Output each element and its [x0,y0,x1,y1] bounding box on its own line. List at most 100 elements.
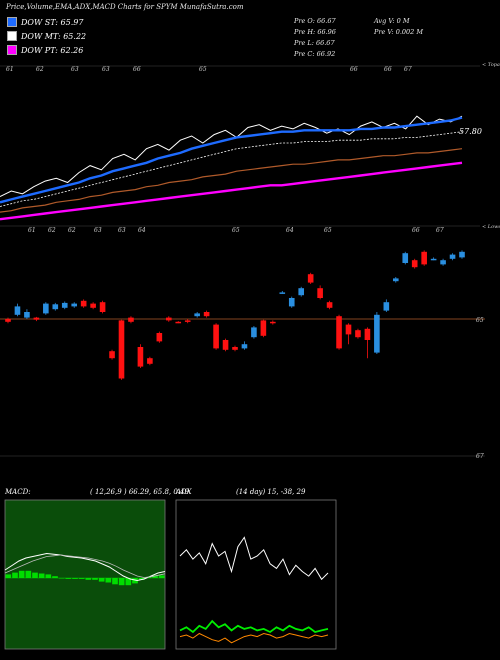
adx-series-minus-di [179,632,329,644]
ema-bottom-tick: 67 [436,227,444,234]
candle-body [430,258,437,261]
macd-histogram-bar [45,574,52,578]
candle-body [279,292,286,294]
candle-body [33,317,40,320]
macd-histogram-bar [12,572,18,578]
candle-body [118,320,125,379]
candle-body [14,306,21,315]
candle-body [128,317,134,322]
macd-histogram-bar [105,578,112,583]
candle-body [194,313,200,317]
macd-histogram-bar [5,574,12,578]
candle-body [222,340,229,350]
candle-bottom-right-label: 67 [476,453,484,460]
ema-bottom-tick: 64 [138,227,146,234]
candle-body [355,330,361,338]
ema-top-tick: 66 [350,66,358,73]
ema-top-tick: 67 [404,66,412,73]
candle-body [52,304,59,310]
adx-series-adx [179,536,329,581]
adx-values-text: (14 day) 15, -38, 29 [236,488,306,496]
legend-label-pt: DOW PT: 62.26 [21,45,84,55]
ema-series-ema-long [0,161,463,221]
macd-histogram-bar [85,578,92,580]
candle-body [5,319,11,322]
candle-body [175,321,182,324]
candle-body [165,317,172,321]
candle-body [449,254,456,259]
candle-body [383,302,390,311]
macd-histogram-bar [58,578,65,579]
candle-body [402,253,409,263]
ema-top-tick: 66 [384,66,392,73]
stat-prev-high: Pre H: 66.96 [294,28,336,36]
ema-series-ema-mid [0,131,463,207]
legend-label-mt: DOW MT: 65.22 [21,31,87,41]
macd-histogram-bar [118,578,125,586]
candle-body [336,316,342,349]
macd-histogram-bar [65,578,72,579]
ema-top-tick: 62 [36,66,44,73]
candle-body [298,288,305,296]
ema-bottom-tick: 63 [94,227,102,234]
macd-label: MACD: [4,488,31,496]
candle-body [440,260,446,265]
candle-body [80,300,87,307]
candle-body [71,303,78,307]
macd-histogram-bar [32,572,38,578]
ema-series-ema-brown [0,148,463,213]
legend-label-st: DOW ST: 65.97 [21,17,84,27]
candle-body [421,251,427,265]
ema-top-tick: 63 [71,66,79,73]
ema-bottom-tick: 65 [324,227,332,234]
ema-top-tick: 63 [102,66,110,73]
stat-prev-close: Pre C: 66.92 [294,50,336,58]
candle-body [137,347,144,367]
chart-title: Price,Volume,EMA,ADX,MACD Charts for SPY… [6,3,244,11]
macd-histogram-bar [38,573,45,578]
candle-body [374,314,380,353]
candle-body [156,333,163,342]
macd-histogram-bar [78,578,85,579]
macd-histogram-bar [138,578,145,580]
candle-right-label: 65 [476,317,484,324]
candle-body [251,327,257,338]
candle-body [392,278,399,282]
macd-histogram-bar [158,575,165,578]
ema-bottom-tick: 62 [68,227,76,234]
stat-avg-volume: Avg V: 0 M [374,17,410,25]
legend-swatch-pt [7,45,17,55]
ema-top-tick: 66 [133,66,141,73]
stat-prev-volume: Pre V: 0.002 M [374,28,424,36]
candle-body [232,347,238,350]
adx-panel-bg [175,499,337,650]
ema-bottom-tick: 61 [28,227,36,234]
ema-bottom-tick: 64 [286,227,294,234]
macd-histogram-bar [52,576,58,578]
macd-series-signal [4,554,166,578]
candle-body [203,312,210,317]
candle-body [24,312,30,318]
candle-body [270,321,276,324]
macd-histogram-bar [25,570,32,578]
candle-body [345,324,352,335]
candle-body [288,298,295,307]
candle-body [147,358,153,364]
legend-dow-mt: DOW MT: 65.22 [7,31,86,41]
candle-body [61,302,68,308]
candle-body [326,302,333,308]
adx-series-plus-di [179,619,329,634]
ema-bottom-axis-label: < Lowes [482,224,500,230]
macd-values-text: ( 12,26,9 ) 66.29, 65.8, 0.49 [90,488,190,496]
candle-body [307,274,314,283]
macd-histogram-bar [18,570,25,578]
macd-histogram-bar [72,578,78,579]
candle-body [411,260,418,268]
legend-dow-pt: DOW PT: 62.26 [7,45,83,55]
macd-histogram-bar [92,578,98,580]
ema-bottom-tick: 66 [412,227,420,234]
ema-bottom-tick: 65 [232,227,240,234]
stat-prev-low: Pre L: 66.67 [294,39,335,47]
macd-histogram-bar [152,575,158,578]
